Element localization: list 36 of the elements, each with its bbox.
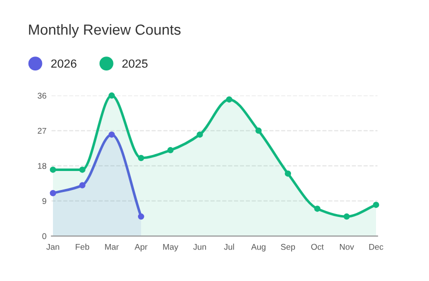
x-tick-label: Mar <box>105 244 119 250</box>
point <box>138 213 144 220</box>
x-tick-label: Jul <box>224 244 234 250</box>
point <box>108 131 115 138</box>
y-tick-label: 27 <box>38 128 46 134</box>
legend-label: 2026 <box>51 59 76 68</box>
y-tick-label: 36 <box>38 92 46 99</box>
x-tick-label: May <box>163 244 178 252</box>
x-tick-label: Apr <box>134 244 148 252</box>
chart-title: Monthly Review Counts <box>29 24 181 38</box>
point <box>314 206 320 212</box>
x-tick-label: Aug <box>251 244 266 252</box>
x-tick-label: Jun <box>193 244 206 250</box>
point <box>50 166 56 173</box>
x-tick-label: Oct <box>311 244 324 250</box>
point <box>344 213 350 220</box>
x-tick-label: Feb <box>76 244 90 250</box>
x-tick-label: Nov <box>340 244 354 250</box>
point <box>50 190 56 196</box>
legend-label: 2025 <box>122 59 148 68</box>
point <box>372 202 380 208</box>
point <box>108 92 115 99</box>
point <box>255 128 262 134</box>
y-tick-label: 9 <box>42 198 46 204</box>
point <box>138 154 144 162</box>
x-tick-label: Jan <box>46 244 60 250</box>
x-tick-label: Sep <box>280 244 295 252</box>
point <box>226 96 232 103</box>
x-tick-label: Dec <box>369 244 384 250</box>
point <box>284 170 292 177</box>
y-tick-label: 18 <box>38 162 46 169</box>
point <box>79 166 86 173</box>
point <box>79 182 86 188</box>
point <box>167 147 174 154</box>
y-tick-label: 0 <box>42 233 46 240</box>
point <box>196 131 203 138</box>
